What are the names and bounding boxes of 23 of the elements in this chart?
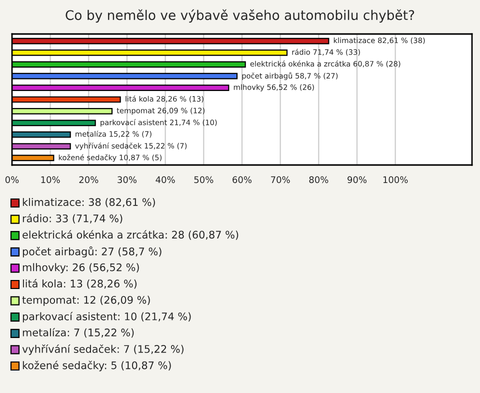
x-tick-label: 40% <box>156 176 175 184</box>
x-tick-label: 30% <box>118 176 137 184</box>
text: elektrická okénka a zrcátka: 28 (60,87 %) <box>22 230 238 240</box>
text: klimatizace: 38 (82,61 %) <box>22 198 155 208</box>
x-tick-label: 20% <box>79 176 98 184</box>
text: vyhřívání sedaček: 7 (15,22 %) <box>22 344 184 355</box>
text: počet airbagů: 27 (58,7 %) <box>22 246 162 258</box>
x-tick-label: 80% <box>309 176 328 184</box>
text: tempomat: 12 (26,09 %) <box>22 296 150 306</box>
text: metalíza: 7 (15,22 %) <box>22 328 134 338</box>
x-tick-label: 50% <box>194 176 214 184</box>
text: kožené sedačky: 5 (10,87 %) <box>22 360 171 372</box>
x-tick-label: 90% <box>348 176 367 184</box>
text: litá kola: 13 (28,26 %) <box>22 279 137 289</box>
x-tick-label: 10% <box>41 176 60 184</box>
text: parkovací asistent: 10 (21,74 %) <box>22 312 191 322</box>
x-tick-label: 0% <box>5 176 19 184</box>
chart-title: Co by nemělo ve výbavě vašeho automobilu chybět? <box>66 9 414 23</box>
x-tick-label: 70% <box>271 176 290 184</box>
x-tick-label: 60% <box>232 176 252 184</box>
text: mlhovky: 26 (56,52 %) <box>22 263 139 274</box>
text: rádio: 33 (71,74 %) <box>22 214 122 224</box>
x-tick-label: 100% <box>383 176 408 184</box>
